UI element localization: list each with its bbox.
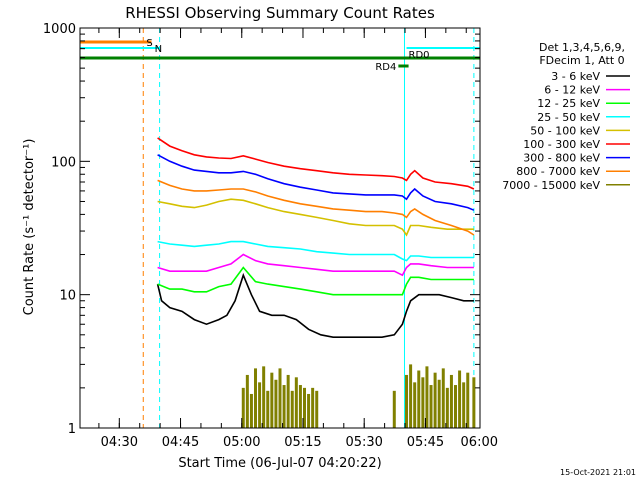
x-tick-label-5: 05:45 xyxy=(407,435,444,450)
legend-label-7: 800 - 7000 keV xyxy=(516,165,600,178)
x-tick-label-1: 04:45 xyxy=(162,435,199,450)
series-1-line xyxy=(157,253,474,277)
legend-header-line-2: FDecim 1, Att 0 xyxy=(539,54,624,67)
legend-label-2: 12 - 25 keV xyxy=(537,97,600,110)
state-label-3: RD0 xyxy=(409,50,430,61)
x-tick-label-4: 05:30 xyxy=(345,435,382,450)
y-tick-label-1: 10 xyxy=(59,289,76,304)
series-4-line xyxy=(157,198,474,237)
plot-frame xyxy=(79,27,481,429)
legend-label-5: 100 - 300 keV xyxy=(523,138,600,151)
x-axis-label: Start Time (06-Jul-07 04:20:22) xyxy=(178,456,381,471)
legend-label-8: 7000 - 15000 keV xyxy=(502,179,600,192)
plot-layer: SN RD0 RD4 xyxy=(79,28,480,428)
series-7-line xyxy=(157,179,475,236)
series-6-line xyxy=(157,154,475,211)
y-tick-label-0: 1 xyxy=(68,422,76,437)
y-tick-label-3: 1000 xyxy=(43,22,76,37)
legend-label-1: 6 - 12 keV xyxy=(544,84,600,97)
legend-label-0: 3 - 6 keV xyxy=(551,70,600,83)
chart-title: RHESSI Observing Summary Count Rates xyxy=(125,4,435,22)
axis-layer: 1 10 100 1000 04:30 04:45 05:00 05:15 05:30 05:45… xyxy=(43,22,498,450)
state-label-4: RD4 xyxy=(375,62,396,73)
x-tick-label-3: 05:15 xyxy=(284,435,321,450)
legend-label-4: 50 - 100 keV xyxy=(530,124,600,137)
legend-label-3: 25 - 50 keV xyxy=(537,111,600,124)
series-2-line xyxy=(157,266,474,296)
series-8 xyxy=(241,364,476,428)
series-3-line xyxy=(157,240,474,262)
legend-header-line-1: Det 1,3,4,5,6,9, xyxy=(539,41,625,54)
state-label-1: N xyxy=(155,44,162,55)
series-5-line xyxy=(157,137,475,190)
state-label-0: S xyxy=(146,38,152,49)
x-tick-label-0: 04:30 xyxy=(101,435,138,450)
x-tick-label-6: 06:00 xyxy=(461,435,498,450)
y-axis-label: Count Rate (s⁻¹ detector⁻¹) xyxy=(22,139,37,316)
series-0-line xyxy=(156,272,474,339)
legend-label-6: 300 - 800 keV xyxy=(523,152,600,165)
footer-timestamp: 15-Oct-2021 21:01 xyxy=(560,468,636,477)
y-tick-label-2: 100 xyxy=(51,155,76,170)
x-tick-label-2: 05:00 xyxy=(223,435,260,450)
